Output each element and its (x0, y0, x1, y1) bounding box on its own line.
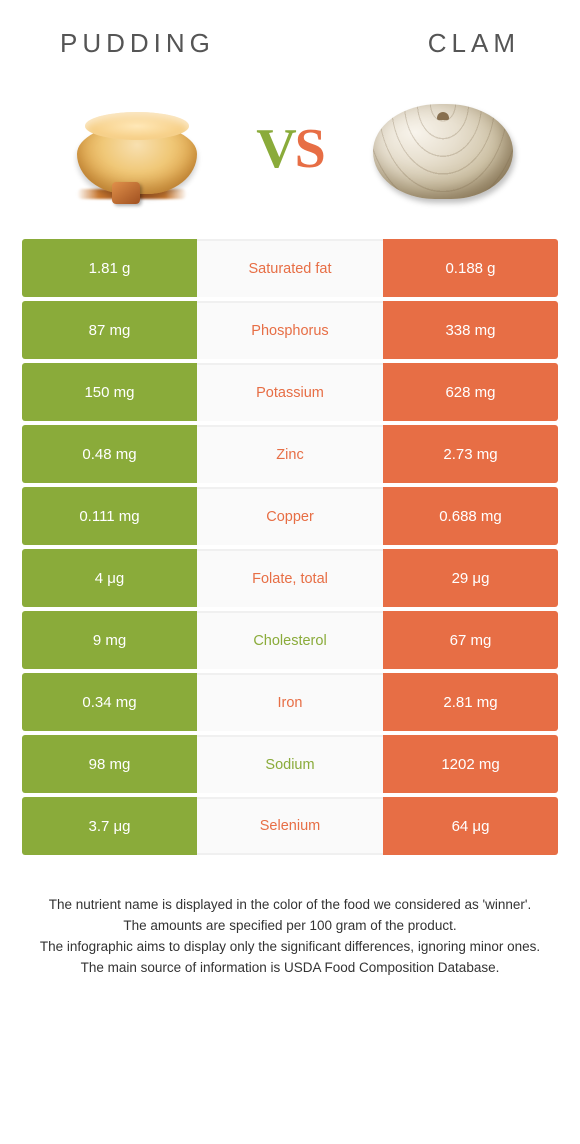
pudding-image (62, 89, 212, 209)
table-row: 98 mgSodium1202 mg (22, 735, 558, 793)
footer-line-1: The nutrient name is displayed in the co… (30, 895, 550, 916)
nutrient-label: Cholesterol (197, 611, 383, 669)
title-left: Pudding (60, 28, 215, 59)
header: Pudding Clam (0, 0, 580, 79)
nutrient-label: Iron (197, 673, 383, 731)
value-right: 64 μg (383, 797, 558, 855)
table-row: 4 μgFolate, total29 μg (22, 549, 558, 607)
vs-v: V (256, 118, 294, 180)
nutrient-label: Zinc (197, 425, 383, 483)
table-row: 87 mgPhosphorus338 mg (22, 301, 558, 359)
value-left: 98 mg (22, 735, 197, 793)
value-left: 1.81 g (22, 239, 197, 297)
footer-line-4: The main source of information is USDA F… (30, 958, 550, 979)
hero-section: VS (0, 79, 580, 239)
table-row: 9 mgCholesterol67 mg (22, 611, 558, 669)
nutrient-label: Phosphorus (197, 301, 383, 359)
footer-line-3: The infographic aims to display only the… (30, 937, 550, 958)
nutrient-label: Potassium (197, 363, 383, 421)
value-right: 1202 mg (383, 735, 558, 793)
value-left: 0.48 mg (22, 425, 197, 483)
value-left: 0.34 mg (22, 673, 197, 731)
value-right: 2.81 mg (383, 673, 558, 731)
table-row: 3.7 μgSelenium64 μg (22, 797, 558, 855)
value-left: 87 mg (22, 301, 197, 359)
value-left: 9 mg (22, 611, 197, 669)
value-right: 0.188 g (383, 239, 558, 297)
nutrient-label: Sodium (197, 735, 383, 793)
table-row: 0.48 mgZinc2.73 mg (22, 425, 558, 483)
table-row: 150 mgPotassium628 mg (22, 363, 558, 421)
value-left: 3.7 μg (22, 797, 197, 855)
value-left: 150 mg (22, 363, 197, 421)
vs-s: S (295, 118, 324, 180)
value-right: 2.73 mg (383, 425, 558, 483)
value-right: 338 mg (383, 301, 558, 359)
vs-label: VS (256, 117, 324, 181)
nutrient-label: Saturated fat (197, 239, 383, 297)
value-right: 67 mg (383, 611, 558, 669)
value-right: 0.688 mg (383, 487, 558, 545)
title-right: Clam (428, 28, 520, 59)
table-row: 0.34 mgIron2.81 mg (22, 673, 558, 731)
nutrient-label: Copper (197, 487, 383, 545)
nutrient-label: Selenium (197, 797, 383, 855)
footer-line-2: The amounts are specified per 100 gram o… (30, 916, 550, 937)
value-left: 0.111 mg (22, 487, 197, 545)
comparison-table: 1.81 gSaturated fat0.188 g87 mgPhosphoru… (22, 239, 558, 855)
value-right: 29 μg (383, 549, 558, 607)
clam-image (368, 89, 518, 209)
footer-notes: The nutrient name is displayed in the co… (30, 895, 550, 979)
table-row: 1.81 gSaturated fat0.188 g (22, 239, 558, 297)
table-row: 0.111 mgCopper0.688 mg (22, 487, 558, 545)
nutrient-label: Folate, total (197, 549, 383, 607)
value-right: 628 mg (383, 363, 558, 421)
value-left: 4 μg (22, 549, 197, 607)
